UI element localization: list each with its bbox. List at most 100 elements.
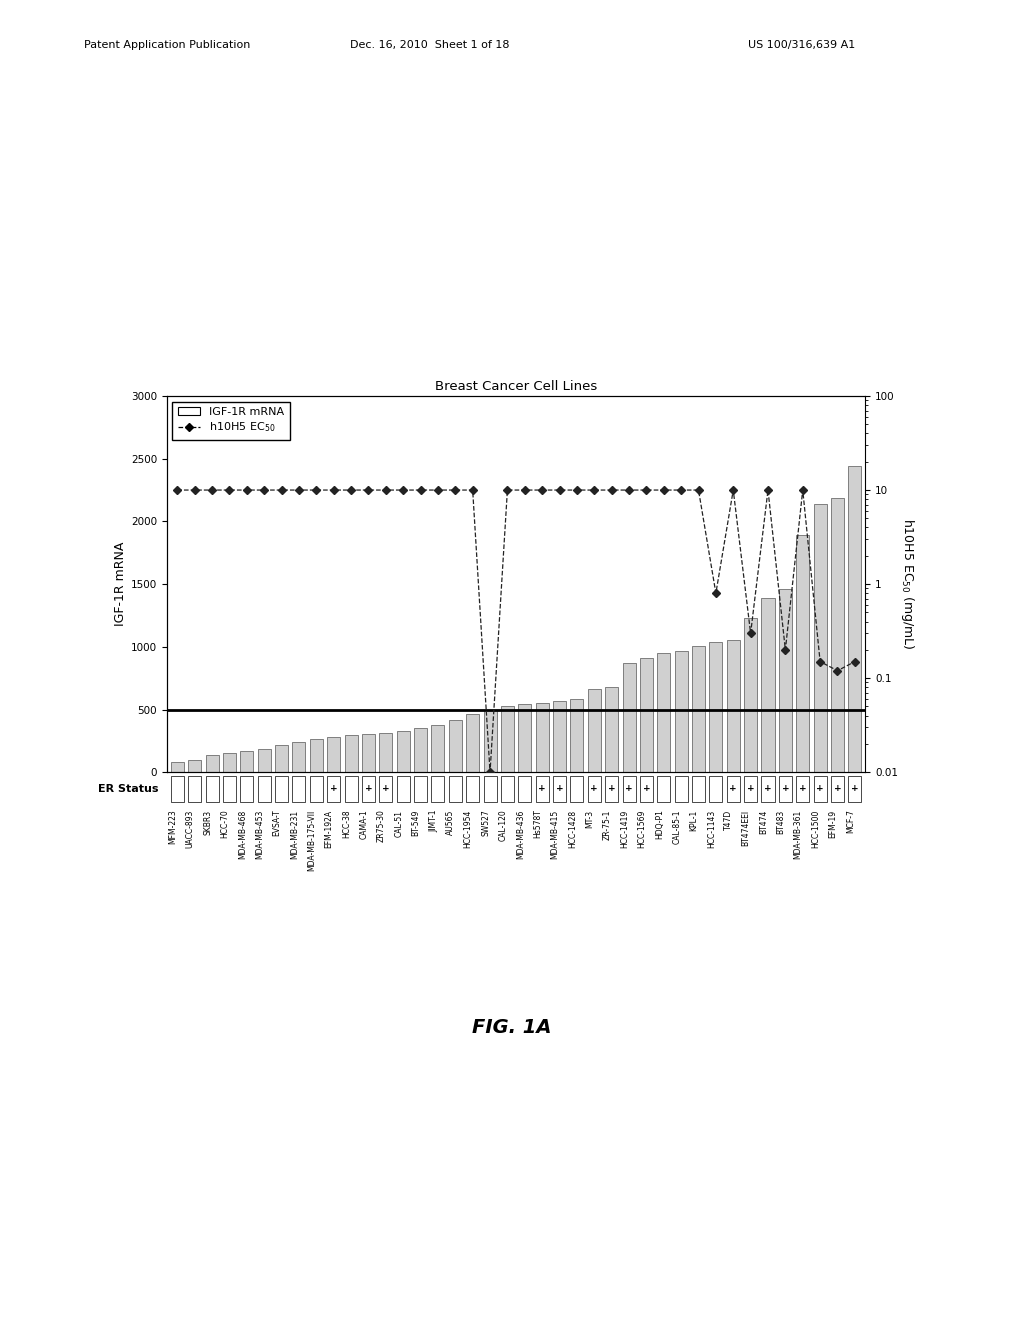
Text: JIMT-1: JIMT-1	[429, 809, 438, 832]
Bar	[553, 701, 566, 772]
Title: Breast Cancer Cell Lines: Breast Cancer Cell Lines	[435, 380, 597, 393]
Text: +: +	[626, 784, 633, 793]
Bar	[501, 776, 514, 803]
Text: CAMA-1: CAMA-1	[359, 809, 369, 840]
Bar	[171, 776, 184, 803]
Text: +: +	[382, 784, 389, 793]
Text: SKBR3: SKBR3	[203, 809, 212, 834]
Bar	[762, 776, 774, 803]
Text: HCC-38: HCC-38	[342, 809, 351, 838]
Bar	[328, 737, 340, 772]
Text: HCC-1419: HCC-1419	[620, 809, 629, 847]
Bar	[830, 498, 844, 772]
Text: +: +	[608, 784, 615, 793]
Bar	[814, 776, 826, 803]
Bar	[710, 776, 722, 803]
Bar	[605, 686, 618, 772]
Text: +: +	[799, 784, 807, 793]
Text: US 100/316,639 A1: US 100/316,639 A1	[748, 40, 855, 50]
Text: ZR-75-1: ZR-75-1	[603, 809, 611, 840]
Bar	[379, 776, 392, 803]
Bar	[848, 466, 861, 772]
Bar	[779, 776, 792, 803]
Bar	[258, 748, 270, 772]
Y-axis label: IGF-1R mRNA: IGF-1R mRNA	[114, 543, 127, 626]
Text: Patent Application Publication: Patent Application Publication	[84, 40, 250, 50]
Text: BT474: BT474	[759, 809, 768, 834]
Text: BT474EEI: BT474EEI	[741, 809, 751, 846]
Bar	[188, 760, 202, 772]
Text: KPL-1: KPL-1	[689, 809, 698, 830]
Text: BT483: BT483	[776, 809, 785, 834]
Text: MCF-7: MCF-7	[846, 809, 855, 833]
Text: HCC-1428: HCC-1428	[568, 809, 577, 847]
Text: +: +	[781, 784, 790, 793]
Bar	[396, 776, 410, 803]
Legend: IGF-1R mRNA, h10H5 EC$_{50}$: IGF-1R mRNA, h10H5 EC$_{50}$	[172, 401, 290, 440]
Bar	[431, 725, 444, 772]
Bar	[675, 651, 688, 772]
Text: MDA-MB-468: MDA-MB-468	[238, 809, 247, 859]
Bar	[293, 742, 305, 772]
Bar	[744, 618, 757, 772]
Bar	[241, 751, 253, 772]
Bar	[396, 731, 410, 772]
Bar	[657, 776, 671, 803]
Bar	[275, 776, 288, 803]
Bar	[623, 663, 636, 772]
Bar	[797, 535, 809, 772]
Text: EFM-19: EFM-19	[828, 809, 838, 838]
Text: EVSA-T: EVSA-T	[272, 809, 282, 836]
Bar	[275, 744, 288, 772]
Bar	[588, 776, 601, 803]
Bar	[223, 776, 236, 803]
Bar	[483, 776, 497, 803]
Text: MT-3: MT-3	[586, 809, 594, 828]
Bar	[361, 734, 375, 772]
Bar	[744, 776, 757, 803]
Text: MDA-MB-415: MDA-MB-415	[551, 809, 559, 859]
Text: +: +	[591, 784, 598, 793]
Bar	[623, 776, 636, 803]
Bar	[779, 589, 792, 772]
Bar	[640, 776, 653, 803]
Text: MDA-MB-231: MDA-MB-231	[290, 809, 299, 859]
Text: +: +	[330, 784, 338, 793]
Text: ER Status: ER Status	[97, 784, 159, 793]
Bar	[814, 504, 826, 772]
Text: MDA-MB-453: MDA-MB-453	[255, 809, 264, 859]
Bar	[848, 776, 861, 803]
Bar	[830, 776, 844, 803]
Text: AU565: AU565	[446, 809, 456, 836]
Text: HCC-1569: HCC-1569	[637, 809, 646, 847]
Text: Hs578T: Hs578T	[534, 809, 542, 838]
Text: CAL-120: CAL-120	[499, 809, 508, 841]
Text: HCC-1500: HCC-1500	[811, 809, 820, 847]
Bar	[431, 776, 444, 803]
Text: +: +	[365, 784, 373, 793]
Bar	[570, 776, 584, 803]
Text: +: +	[539, 784, 546, 793]
Text: HCC-1954: HCC-1954	[464, 809, 473, 847]
Bar	[553, 776, 566, 803]
Bar	[293, 776, 305, 803]
Bar	[449, 776, 462, 803]
Bar	[657, 653, 671, 772]
Text: HCC-1143: HCC-1143	[707, 809, 716, 847]
Bar	[797, 776, 809, 803]
Text: CAL-85-1: CAL-85-1	[672, 809, 681, 843]
Bar	[570, 698, 584, 772]
Text: MFM-223: MFM-223	[168, 809, 177, 845]
Bar	[344, 735, 357, 772]
Text: SW527: SW527	[481, 809, 490, 837]
Bar	[223, 752, 236, 772]
Text: +: +	[746, 784, 755, 793]
Bar	[206, 755, 218, 772]
Text: UACC-893: UACC-893	[185, 809, 195, 847]
Text: MDA-MB-361: MDA-MB-361	[794, 809, 803, 859]
Text: CAL-51: CAL-51	[394, 809, 403, 837]
Bar	[501, 706, 514, 772]
Bar	[449, 721, 462, 772]
Bar	[762, 598, 774, 772]
Bar	[171, 762, 184, 772]
